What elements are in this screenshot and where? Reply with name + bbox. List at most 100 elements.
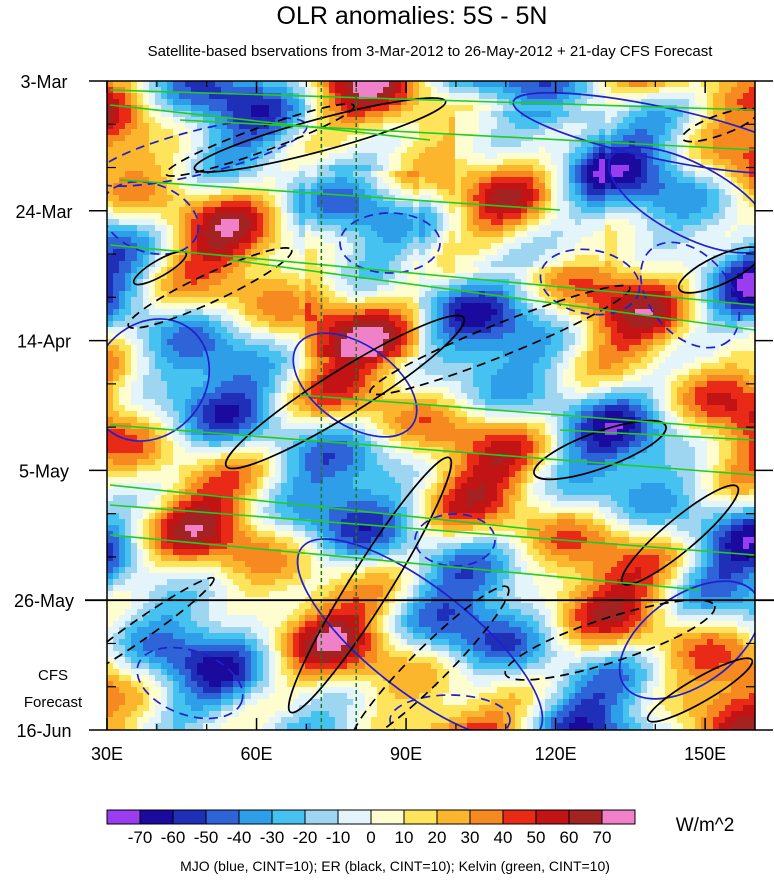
heat-cell [257, 219, 264, 226]
heat-cell [665, 165, 672, 172]
heat-cell [395, 327, 402, 334]
heat-cell [635, 177, 642, 184]
heat-cell [329, 219, 336, 226]
heat-cell [407, 225, 414, 232]
heat-cell [293, 99, 300, 106]
heat-cell [419, 321, 426, 328]
heat-cell [503, 333, 510, 340]
heat-cell [197, 207, 204, 214]
heat-cell [269, 135, 276, 142]
heat-cell [599, 165, 606, 172]
heat-cell [221, 135, 228, 142]
heat-cell [425, 321, 432, 328]
heat-cell [545, 189, 552, 196]
heat-cell [683, 159, 690, 166]
heat-cell [113, 201, 120, 208]
heat-cell [269, 123, 276, 130]
heat-cell [527, 225, 534, 232]
heat-cell [731, 285, 738, 292]
heat-cell [623, 159, 630, 166]
heat-cell [233, 81, 240, 88]
heat-cell [203, 261, 210, 268]
heat-cell [605, 135, 612, 142]
heat-cell [257, 249, 264, 256]
heat-cell [617, 327, 624, 334]
heat-cell [425, 93, 432, 100]
heat-cell [323, 345, 330, 352]
heat-cell [371, 87, 378, 94]
heat-cell [329, 255, 336, 262]
heat-cell [131, 153, 138, 160]
heat-cell [305, 195, 312, 202]
heat-cell [245, 345, 252, 352]
heat-cell [215, 291, 222, 298]
heat-cell [593, 231, 600, 238]
heat-cell [725, 219, 732, 226]
heat-cell [179, 291, 186, 298]
heat-cell [509, 87, 516, 94]
heat-cell [425, 183, 432, 190]
heat-cell [491, 327, 498, 334]
heat-cell [359, 273, 366, 280]
heat-cell [311, 213, 318, 220]
heat-cell [233, 237, 240, 244]
heat-cell [245, 321, 252, 328]
heat-cell [431, 99, 438, 106]
heat-cell [173, 225, 180, 232]
heat-cell [593, 249, 600, 256]
heat-cell [131, 357, 138, 364]
heat-cell [311, 99, 318, 106]
heat-cell [599, 297, 606, 304]
heat-cell [569, 87, 576, 94]
heat-cell [587, 243, 594, 250]
heat-cell [335, 261, 342, 268]
heat-cell [125, 201, 132, 208]
heat-cell [749, 333, 755, 340]
heat-cell [641, 93, 648, 100]
heat-cell [569, 189, 576, 196]
heat-cell [143, 81, 150, 88]
heat-cell [557, 177, 564, 184]
heat-cell [689, 159, 696, 166]
heat-cell [635, 225, 642, 232]
heat-cell [131, 315, 138, 322]
heat-cell [437, 195, 444, 202]
heat-cell [647, 243, 654, 250]
heat-cell [209, 273, 216, 280]
heat-cell [281, 201, 288, 208]
heat-cell [527, 309, 534, 316]
heat-cell [479, 285, 486, 292]
heat-cell [233, 123, 240, 130]
heat-cell [353, 315, 360, 322]
heat-cell [107, 291, 114, 298]
heat-cell [695, 183, 702, 190]
heat-cell [473, 261, 480, 268]
heat-cell [719, 285, 726, 292]
heat-cell [215, 309, 222, 316]
heat-cell [419, 225, 426, 232]
heat-cell [617, 237, 624, 244]
heat-cell [635, 111, 642, 118]
heat-cell [179, 357, 186, 364]
heat-cell [215, 81, 222, 88]
heat-cell [743, 291, 750, 298]
heat-cell [677, 237, 684, 244]
heat-cell [233, 261, 240, 268]
heat-cell [569, 183, 576, 190]
heat-cell [647, 93, 654, 100]
heat-cell [329, 159, 336, 166]
heat-cell [161, 279, 168, 286]
heat-cell [155, 249, 162, 256]
heat-cell [557, 135, 564, 142]
heat-cell [653, 147, 660, 154]
heat-cell [209, 255, 216, 262]
heat-cell [227, 267, 234, 274]
heat-cell [269, 303, 276, 310]
heat-cell [155, 159, 162, 166]
heat-cell [467, 309, 474, 316]
heat-cell [413, 291, 420, 298]
heat-cell [173, 237, 180, 244]
heat-cell [383, 351, 390, 358]
heat-cell [635, 117, 642, 124]
heat-cell [659, 117, 666, 124]
